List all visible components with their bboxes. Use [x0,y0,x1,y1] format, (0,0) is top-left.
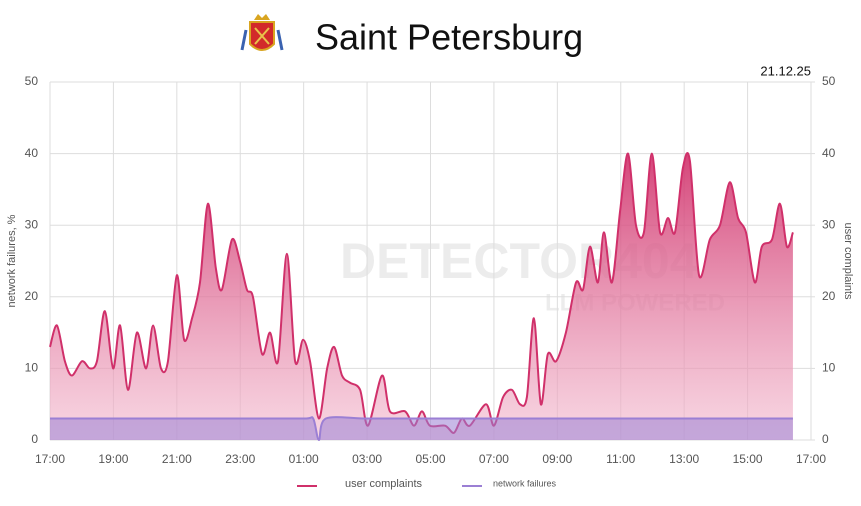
y2-tick-label: 50 [822,74,836,88]
x-tick-label: 11:00 [606,452,635,466]
x-tick-label: 07:00 [479,452,509,466]
chart-title: Saint Petersburg [315,17,583,58]
legend-label: network failures [493,478,557,488]
legend-label: user complaints [345,478,423,490]
y2-tick-label: 0 [822,432,829,446]
x-tick-label: 03:00 [352,452,382,466]
line [50,416,793,442]
y-tick-label: 10 [25,361,39,375]
x-tick-label: 01:00 [289,452,319,466]
x-tick-label: 21:00 [162,452,192,466]
area [50,153,793,440]
y-tick-label: 20 [25,289,39,303]
x-tick-label: 17:00 [796,452,826,466]
plot: 0 10 20 30 40 50 0 10 20 30 40 50 17:00 19:00 21:00 23:… [25,74,836,466]
y2-tick-label: 30 [822,217,836,231]
y2-tick-label: 40 [822,146,836,160]
y2-tick-label: 10 [822,361,836,375]
y-tick-label: 30 [25,217,39,231]
x-tick-label: 15:00 [733,452,763,466]
x-tick-label: 09:00 [542,452,572,466]
y2-tick-label: 20 [822,289,836,303]
x-tick-label: 05:00 [415,452,445,466]
area [50,417,793,440]
line [49,152,794,434]
y-tick-label: 50 [25,74,39,88]
y-tick-label: 0 [31,432,38,446]
y-axis-label: network failures, % [6,214,18,307]
coat-of-arms [240,14,284,51]
x-tick-label: 19:00 [98,452,128,466]
y2-axis-label: user complaints [842,222,854,300]
x-tick-label: 17:00 [35,452,65,466]
y-tick-label: 40 [25,146,39,160]
date: 21.12.25 [760,63,811,78]
x-tick-label: 13:00 [669,452,699,466]
x-tick-label: 23:00 [225,452,255,466]
